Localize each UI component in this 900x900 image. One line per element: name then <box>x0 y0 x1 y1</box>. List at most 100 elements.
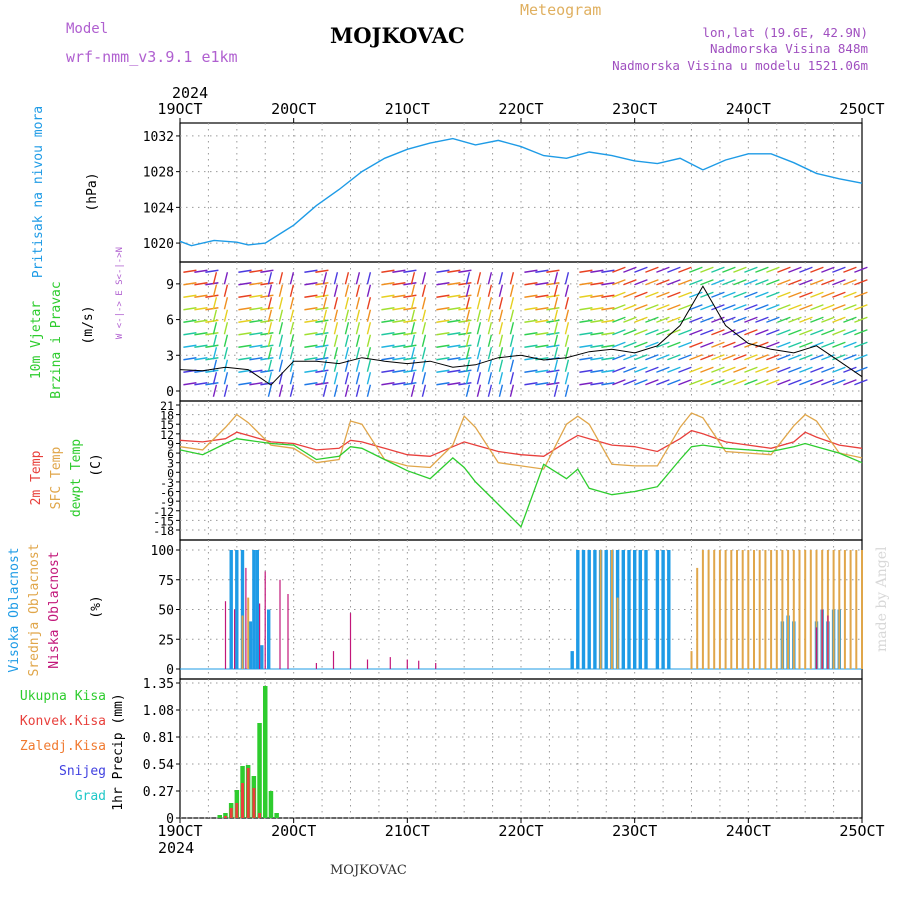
wind-arrow <box>678 304 692 311</box>
wind-arrow <box>436 369 450 373</box>
wind-arrow <box>278 384 284 397</box>
wind-arrow <box>476 334 482 347</box>
wind-arrow <box>711 304 725 311</box>
cloud-bar-2 <box>366 659 369 669</box>
wind-arrow <box>755 279 769 286</box>
wind-arrow <box>447 319 461 323</box>
wind-arrow <box>260 344 274 348</box>
wind-arrow <box>722 266 736 273</box>
cloud-bar-2 <box>815 627 818 669</box>
wind-arrow <box>810 291 824 298</box>
wind-arrow <box>458 344 472 348</box>
wind-arrow <box>711 329 725 336</box>
wind-arrow <box>509 297 515 310</box>
cloud-bar-0 <box>240 550 245 669</box>
cloud-bar-1 <box>792 550 795 669</box>
wind-arrow <box>645 266 659 273</box>
wind-arrow <box>799 354 813 361</box>
wind-arrow <box>267 297 273 310</box>
wind-arrow <box>315 344 329 348</box>
wind-arrow <box>678 266 692 273</box>
wind-arrow <box>601 294 615 298</box>
time-label-bottom: 22OCT <box>498 822 543 840</box>
precip-bar-0 <box>274 813 279 818</box>
wind-arrow <box>458 357 472 361</box>
wind-arrow <box>392 357 406 361</box>
wind-arrow <box>810 366 824 373</box>
wind-arrow <box>458 369 472 373</box>
wind-arrow <box>267 322 273 335</box>
wind-arrow <box>623 266 637 273</box>
wind-arrow <box>249 294 263 298</box>
wind-arrow <box>381 307 395 311</box>
wind-arrow <box>854 366 868 373</box>
cloud-bar-2 <box>349 613 352 669</box>
cloud-bar-0 <box>593 550 597 669</box>
wind-arrow <box>304 307 318 311</box>
precip-bar-1 <box>246 768 250 818</box>
wind-arrow <box>403 344 417 348</box>
wind-arrow <box>278 297 284 310</box>
cloud-bar-1 <box>730 550 733 669</box>
wind-arrow <box>546 307 560 311</box>
cloud-bar-1 <box>832 550 835 669</box>
wind-arrow <box>524 344 538 348</box>
wind-arrow <box>410 284 416 297</box>
temperature-ytick-label: -6 <box>160 486 174 500</box>
wind-arrow <box>366 372 372 385</box>
wind-arrow <box>788 304 802 311</box>
wind-arrow <box>843 341 857 348</box>
wind-arrow <box>465 347 471 360</box>
wind-arrow <box>509 322 515 335</box>
wind-arrow <box>744 291 758 298</box>
wind-arrow <box>315 269 329 273</box>
wind-arrow <box>810 341 824 348</box>
wind-arrow <box>212 284 218 297</box>
wind-arrow <box>854 291 868 298</box>
wind-arrow <box>403 369 417 373</box>
wind-arrow <box>267 372 273 385</box>
wind-arrow <box>403 319 417 323</box>
wind-arrow <box>612 379 626 386</box>
cloud-bar-2 <box>418 660 420 669</box>
wind-arrow <box>634 354 648 361</box>
wind-arrow <box>564 334 570 347</box>
wind-arrow <box>333 334 339 347</box>
wind-arrow <box>315 332 329 336</box>
wind-arrow <box>799 379 813 386</box>
wind-arrow <box>205 357 219 361</box>
wind-arrow <box>410 272 416 285</box>
wind-arrow <box>821 329 835 336</box>
wind-arrow <box>700 291 714 298</box>
wind-arrow <box>267 309 273 322</box>
wind-speed-line <box>179 285 863 386</box>
wind-arrow <box>322 334 328 347</box>
wind-arrow <box>612 354 626 361</box>
wind-arrow <box>722 316 736 323</box>
wind-arrow <box>678 341 692 348</box>
wind-arrow <box>623 379 637 386</box>
wind-ytick-label: 3 <box>166 349 174 364</box>
temperature-ytick-label: -18 <box>153 524 174 538</box>
precip-legend-item: Snijeg <box>59 764 106 779</box>
wind-arrow <box>194 332 208 336</box>
cloud-bar-1 <box>707 550 710 669</box>
wind-arrow <box>476 359 482 372</box>
wind-arrow <box>788 354 802 361</box>
wind-arrow <box>843 279 857 286</box>
wind-arrow <box>212 372 218 385</box>
wind-arrow <box>832 304 846 311</box>
wind-arrow <box>799 279 813 286</box>
wind-arrow <box>711 366 725 373</box>
cloud-bar-2 <box>389 657 391 669</box>
wind-arrow <box>447 332 461 336</box>
wind-arrow <box>733 266 747 273</box>
wind-arrow <box>304 382 318 386</box>
wind-arrow <box>821 279 835 286</box>
wind-arrow <box>304 294 318 298</box>
time-label-bottom: 24OCT <box>726 822 771 840</box>
wind-arrow <box>223 297 229 310</box>
wind-arrow <box>689 366 703 373</box>
meteogram-subtitle: Meteogram <box>520 1 601 19</box>
wind-arrow <box>315 307 329 311</box>
